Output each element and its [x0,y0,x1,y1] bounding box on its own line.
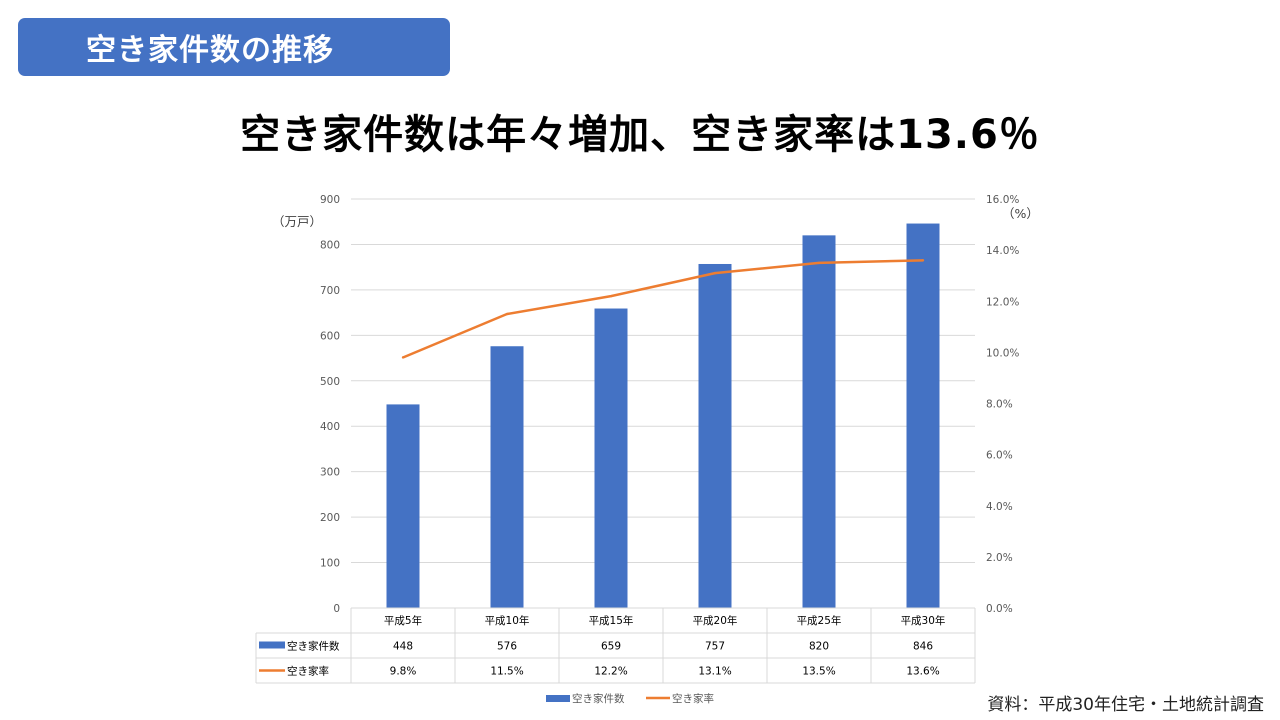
line-point [817,261,821,265]
table-cell: 11.5% [490,666,523,678]
left-tick-label: 700 [320,285,340,297]
bar [594,308,628,608]
category-label: 平成25年 [797,614,842,627]
line-point [401,356,405,359]
line-point [609,294,613,298]
table-cell: 757 [705,641,725,653]
legend-label: 空き家件数 [572,692,625,705]
bar-series [386,223,940,609]
left-tick-label: 500 [320,376,340,388]
line-path [402,259,924,359]
table-cell: 448 [393,641,413,653]
left-tick-label: 600 [320,330,340,342]
left-tick-label: 300 [320,467,340,479]
page-headline: 空き家件数は年々増加、空き家率は13.6％ [240,112,1040,158]
table-cell: 13.6% [906,666,939,678]
category-label: 平成10年 [485,614,530,627]
source-note: 資料：平成30年住宅・土地統計調査 [987,695,1264,715]
table-cell: 659 [601,641,621,653]
left-tick-label: 800 [320,239,340,251]
category-label: 平成20年 [693,614,738,627]
bar [386,404,420,608]
right-tick-label: 16.0% [986,194,1019,206]
table-cell: 820 [809,641,829,653]
left-tick-label: 200 [320,512,340,524]
table-cell: 12.2% [594,666,627,678]
right-tick-label: 4.0% [986,501,1013,513]
line-point [921,259,925,262]
bar [698,263,732,608]
bar [490,346,524,608]
left-tick-label: 100 [320,558,340,570]
left-tick-label: 900 [320,194,340,206]
line-point [505,312,509,316]
table-legend-key [259,641,285,649]
line-series [401,259,925,359]
table-cell: 9.8% [390,666,417,678]
left-axis-unit: （万戸） [272,214,322,229]
right-tick-label: 2.0% [986,552,1013,564]
table-cell: 13.5% [802,666,835,678]
right-tick-label: 12.0% [986,296,1019,308]
table-row-label: 空き家件数 [287,640,340,653]
category-label: 平成5年 [384,614,422,627]
category-label: 平成15年 [589,614,634,627]
chart-gridlines [351,198,975,609]
right-axis-ticks: 0.0% 2.0% 4.0% 6.0% 8.0% 10.0% 12.0% 14.0% 16.0% [986,194,1019,615]
left-axis-ticks: 0 100 200 300 400 500 600 700 800 900 [320,194,340,615]
section-badge: 空き家件数の推移 [18,18,450,76]
right-tick-label: 10.0% [986,347,1019,359]
legend-key [546,695,570,702]
left-tick-label: 400 [320,421,340,433]
table-cell: 576 [497,641,517,653]
legend-label: 空き家率 [672,692,714,705]
right-tick-label: 8.0% [986,399,1013,411]
right-tick-label: 14.0% [986,245,1019,257]
bar [802,235,836,608]
left-tick-label: 0 [333,603,340,615]
table-cell: 13.1% [698,666,731,678]
right-tick-label: 0.0% [986,603,1013,615]
right-axis-unit: （%） [1002,206,1039,221]
chart-legend: 空き家件数 空き家率 [546,692,714,705]
bar [906,223,940,609]
category-label: 平成30年 [901,614,946,627]
section-badge-label: 空き家件数の推移 [86,33,334,68]
table-cell: 846 [913,641,933,653]
table-row-label: 空き家率 [287,665,329,678]
line-point [713,271,717,275]
right-tick-label: 6.0% [986,450,1013,462]
